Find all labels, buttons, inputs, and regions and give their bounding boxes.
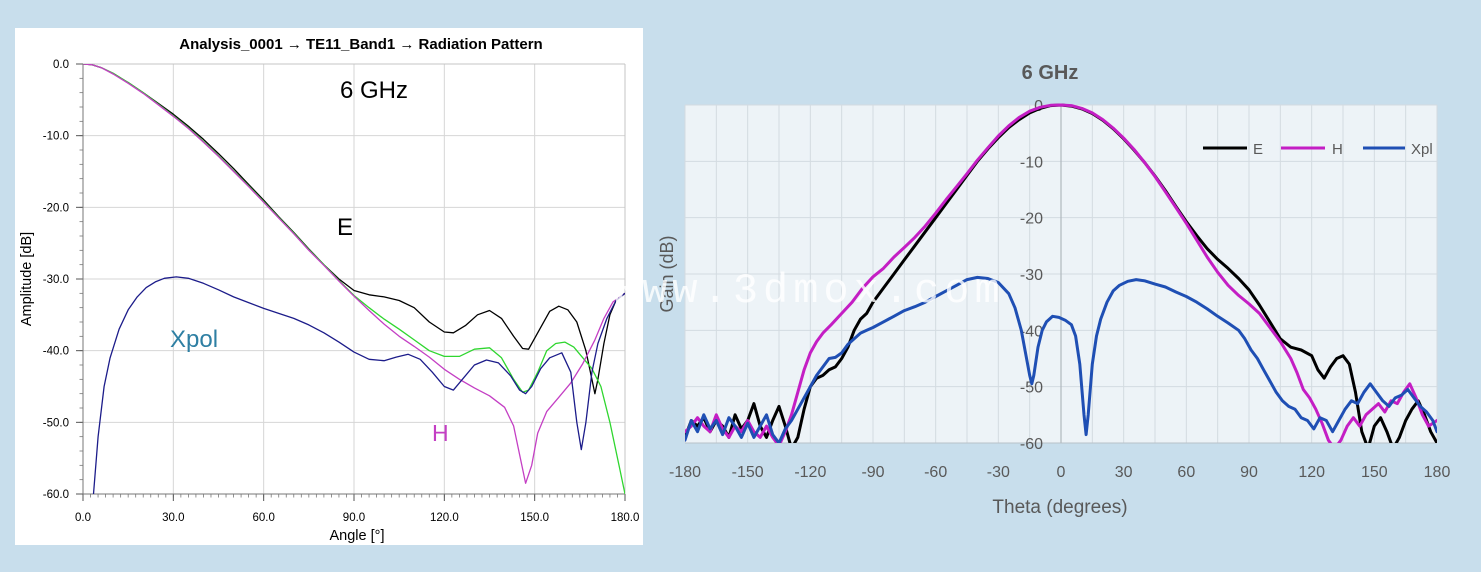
x-tick-label: -150 xyxy=(732,464,764,481)
x-tick-label: 180 xyxy=(1424,464,1451,481)
series-line-2 xyxy=(83,64,625,484)
y-tick-label: -30 xyxy=(1020,267,1043,284)
series-line-h xyxy=(685,103,1437,443)
y-tick-label: -20.0 xyxy=(43,202,69,214)
legend: E H Xpl xyxy=(1203,141,1433,158)
right-chart: 0 -10 -20 -30 -40 -50 -60 -180 -150 -120 -90 -60 -30… xyxy=(657,62,1450,518)
x-axis-title: Angle [°] xyxy=(330,528,385,544)
h-annotation: H xyxy=(432,420,449,446)
y-axis-title: Amplitude [dB] xyxy=(19,232,35,326)
x-tick-label: 120 xyxy=(1298,464,1325,481)
chart-title: Analysis_0001 → TE11_Band1 → Radiation P… xyxy=(179,36,542,53)
legend-label-xpl: Xpl xyxy=(1411,141,1433,158)
x-tick-label: 120.0 xyxy=(430,512,459,524)
x-tick-label: 180.0 xyxy=(611,512,640,524)
x-tick-label: 90 xyxy=(1240,464,1258,481)
y-tick-label: -40 xyxy=(1020,323,1043,340)
left-chart-panel xyxy=(15,28,643,545)
x-tick-label: 30 xyxy=(1115,464,1133,481)
x-tick-label: -180 xyxy=(669,464,701,481)
x-tick-label: 90.0 xyxy=(343,512,365,524)
y-tick-label: -10.0 xyxy=(43,131,69,143)
x-tick-label: 60.0 xyxy=(252,512,274,524)
series-line-0 xyxy=(83,64,625,395)
x-tick-label: 30.0 xyxy=(162,512,184,524)
y-axis-title: Gain (dB) xyxy=(657,235,677,312)
watermark-text: www.3dmox.com xyxy=(612,267,1005,315)
y-tick-label: -60 xyxy=(1020,436,1043,453)
x-tick-label: 150.0 xyxy=(520,512,549,524)
x-tick-label: 0.0 xyxy=(75,512,91,524)
y-tick-label: -20 xyxy=(1020,211,1043,228)
x-tick-label: 150 xyxy=(1361,464,1388,481)
legend-label-h: H xyxy=(1332,141,1343,158)
y-tick-label: -60.0 xyxy=(43,489,69,501)
x-tick-label: 0 xyxy=(1057,464,1066,481)
e-annotation: E xyxy=(337,214,353,241)
y-tick-label: -40.0 xyxy=(43,346,69,358)
legend-label-e: E xyxy=(1253,141,1263,158)
x-tick-label: 60 xyxy=(1177,464,1195,481)
frequency-annotation: 6 GHz xyxy=(340,77,408,104)
series-line-xpl xyxy=(685,275,1437,443)
series-line-3 xyxy=(92,276,625,494)
left-series-group xyxy=(83,64,625,494)
chart-title: 6 GHz xyxy=(1022,62,1079,84)
y-tick-label: -30.0 xyxy=(43,274,69,286)
x-tick-label: -60 xyxy=(924,464,947,481)
y-tick-label: -50.0 xyxy=(43,417,69,429)
left-chart: 0.0 30.0 60.0 90.0 120.0 150.0 180.0 0.0 -10.0 -2… xyxy=(15,28,643,545)
y-tick-label: -10 xyxy=(1020,154,1043,171)
y-tick-label: 0.0 xyxy=(53,59,69,71)
xpol-annotation: Xpol xyxy=(170,326,218,353)
x-tick-label: -30 xyxy=(987,464,1010,481)
x-tick-label: -90 xyxy=(861,464,884,481)
x-axis-title: Theta (degrees) xyxy=(992,497,1127,518)
y-tick-label: -50 xyxy=(1020,380,1043,397)
right-series-group xyxy=(685,103,1437,443)
x-tick-label: -120 xyxy=(794,464,826,481)
